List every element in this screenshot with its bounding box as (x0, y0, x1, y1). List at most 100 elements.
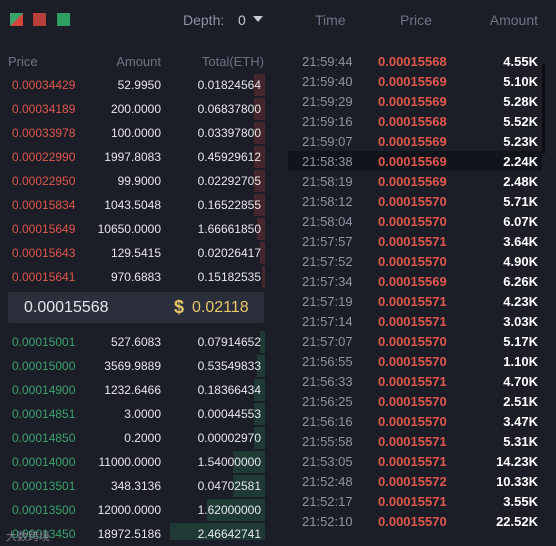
trade-amount: 2.24K (503, 154, 538, 169)
order-total: 0.45929612 (197, 150, 261, 164)
trade-price: 0.00015571 (378, 234, 447, 249)
order-amount: 11000.0000 (98, 455, 161, 469)
trade-row[interactable]: 21:56:16 0.00015570 3.47K (288, 411, 542, 431)
ask-row[interactable]: 0.00022990 1997.8083 0.45929612 (0, 145, 265, 169)
order-price: 0.00033978 (12, 126, 76, 140)
order-price: 0.00034189 (12, 102, 76, 116)
bid-row[interactable]: 0.00014850 0.2000 0.00002970 (0, 426, 265, 450)
trades-scrollbar[interactable] (542, 64, 545, 154)
trade-price: 0.00015571 (378, 374, 447, 389)
trade-row[interactable]: 21:52:10 0.00015570 22.52K (288, 511, 542, 531)
ask-row[interactable]: 0.00015643 129.5415 0.02026417 (0, 241, 265, 265)
order-price: 0.00014850 (12, 431, 76, 445)
depth-bar (254, 98, 265, 120)
order-amount: 1043.5048 (104, 198, 161, 212)
bid-row[interactable]: 0.00015001 527.6083 0.07914652 (0, 330, 265, 354)
order-price: 0.00015649 (12, 222, 76, 236)
order-amount: 12000.0000 (97, 503, 161, 517)
trade-amount: 5.10K (503, 74, 538, 89)
depth-bar (233, 475, 265, 497)
trade-time: 21:57:07 (302, 334, 353, 349)
trade-time: 21:58:19 (302, 174, 353, 189)
depth-bar (169, 523, 265, 540)
trade-amount: 2.51K (503, 394, 538, 409)
trade-amount: 5.28K (503, 94, 538, 109)
trade-row[interactable]: 21:59:44 0.00015568 4.55K (288, 51, 542, 71)
ask-row[interactable]: 0.00015834 1043.5048 0.16522855 (0, 193, 265, 217)
trade-row[interactable]: 21:57:52 0.00015570 4.90K (288, 251, 542, 271)
order-total: 2.46642741 (197, 527, 261, 540)
trade-row[interactable]: 21:58:12 0.00015570 5.71K (288, 191, 542, 211)
trade-row[interactable]: 21:56:25 0.00015570 2.51K (288, 391, 542, 411)
bid-row[interactable]: 0.00013450 18972.5186 2.46642741 (0, 522, 265, 540)
order-total: 0.15182535 (197, 270, 261, 284)
depth-select-value[interactable]: 0 (238, 12, 246, 28)
depth-bar (254, 379, 265, 401)
ask-row[interactable]: 0.00022950 99.9000 0.02292705 (0, 169, 265, 193)
trade-time: 21:52:17 (302, 494, 353, 509)
order-amount: 1232.6466 (104, 383, 161, 397)
trade-time: 21:57:19 (302, 294, 353, 309)
trade-row[interactable]: 21:52:17 0.00015571 3.55K (288, 491, 542, 511)
bid-row[interactable]: 0.00013500 12000.0000 1.62000000 (0, 498, 265, 522)
trade-price: 0.00015570 (378, 334, 447, 349)
order-amount: 129.5415 (110, 246, 161, 260)
trade-row[interactable]: 21:59:07 0.00015569 5.23K (288, 131, 542, 151)
trade-amount: 3.64K (503, 234, 538, 249)
order-amount: 100.0000 (110, 126, 161, 140)
trade-history-list: 21:59:44 0.00015568 4.55K 21:59:40 0.0001556… (288, 51, 542, 531)
panel-divider (285, 0, 286, 546)
trade-row[interactable]: 21:52:48 0.00015572 10.33K (288, 471, 542, 491)
trade-time: 21:57:14 (302, 314, 353, 329)
bid-row[interactable]: 0.00014000 11000.0000 1.54000000 (0, 450, 265, 474)
trade-row[interactable]: 21:57:14 0.00015571 3.03K (288, 311, 542, 331)
trade-price: 0.00015571 (378, 314, 447, 329)
depth-bar (254, 122, 265, 144)
trade-row[interactable]: 21:59:40 0.00015569 5.10K (288, 71, 542, 91)
order-total: 1.54000000 (197, 455, 261, 469)
trade-row[interactable]: 21:58:04 0.00015570 6.07K (288, 211, 542, 231)
chevron-down-icon[interactable] (253, 16, 263, 22)
trade-time: 21:59:07 (302, 134, 353, 149)
trade-amount: 4.23K (503, 294, 538, 309)
order-price: 0.00015643 (12, 246, 76, 260)
order-price: 0.00015001 (12, 335, 76, 349)
trade-row[interactable]: 21:57:34 0.00015569 6.26K (288, 271, 542, 291)
ask-row[interactable]: 0.00033978 100.0000 0.03397800 (0, 121, 265, 145)
column-header-total: Total(ETH) (201, 54, 264, 69)
bid-row[interactable]: 0.00014900 1232.6466 0.18366434 (0, 378, 265, 402)
trade-row[interactable]: 21:56:33 0.00015571 4.70K (288, 371, 542, 391)
trade-row[interactable]: 21:55:58 0.00015571 5.31K (288, 431, 542, 451)
trade-time: 21:58:04 (302, 214, 353, 229)
trade-amount: 4.90K (503, 254, 538, 269)
trade-row[interactable]: 21:58:38 0.00015569 2.24K (288, 151, 542, 171)
trade-amount: 3.55K (503, 494, 538, 509)
trade-row[interactable]: 21:56:55 0.00015570 1.10K (288, 351, 542, 371)
trade-price: 0.00015569 (378, 134, 447, 149)
ask-row[interactable]: 0.00034429 52.9950 0.01824564 (0, 73, 265, 97)
order-total: 0.01824564 (197, 78, 261, 92)
ask-row[interactable]: 0.00034189 200.0000 0.06837800 (0, 97, 265, 121)
trade-row[interactable]: 21:57:07 0.00015570 5.17K (288, 331, 542, 351)
trade-price: 0.00015570 (378, 214, 447, 229)
trade-row[interactable]: 21:58:19 0.00015569 2.48K (288, 171, 542, 191)
trade-row[interactable]: 21:53:05 0.00015571 14.23K (288, 451, 542, 471)
view-both-sides-icon[interactable] (10, 13, 23, 26)
ask-row[interactable]: 0.00015649 10650.0000 1.66661850 (0, 217, 265, 241)
trade-price: 0.00015571 (378, 294, 447, 309)
trade-amount: 6.07K (503, 214, 538, 229)
trade-row[interactable]: 21:57:19 0.00015571 4.23K (288, 291, 542, 311)
view-buy-orders-icon[interactable] (57, 13, 70, 26)
trade-price: 0.00015571 (378, 494, 447, 509)
order-amount: 527.6083 (110, 335, 161, 349)
bid-row[interactable]: 0.00014851 3.0000 0.00044553 (0, 402, 265, 426)
trade-row[interactable]: 21:57:57 0.00015571 3.64K (288, 231, 542, 251)
trade-price: 0.00015571 (378, 454, 447, 469)
bid-row[interactable]: 0.00015000 3569.9889 0.53549833 (0, 354, 265, 378)
view-sell-orders-icon[interactable] (33, 13, 46, 26)
bid-row[interactable]: 0.00013501 348.3136 0.04702581 (0, 474, 265, 498)
order-total: 0.02026417 (197, 246, 261, 260)
trade-row[interactable]: 21:59:29 0.00015569 5.28K (288, 91, 542, 111)
ask-row[interactable]: 0.00015641 970.6883 0.15182535 (0, 265, 265, 289)
trade-row[interactable]: 21:59:16 0.00015568 5.52K (288, 111, 542, 131)
